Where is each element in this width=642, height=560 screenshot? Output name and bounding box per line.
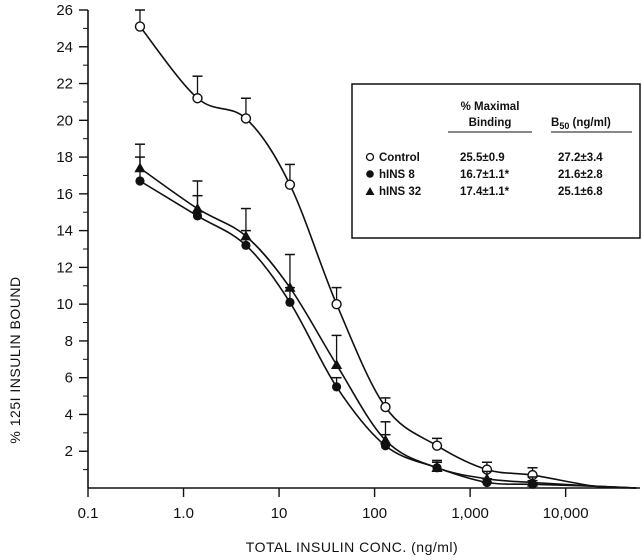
- x-tick-label: 10: [271, 505, 288, 522]
- y-tick-label: 4: [65, 406, 73, 423]
- point-control: [134, 21, 146, 32]
- point-control: [380, 401, 391, 413]
- legend-row-control: Control 25.5±0.9 27.2±3.4: [365, 152, 603, 164]
- y-tick-label: 6: [65, 370, 73, 387]
- y-tick-label: 20: [56, 112, 73, 129]
- legend-header-b50-unit: (ng/ml): [569, 117, 611, 129]
- point-hins-32: [240, 230, 252, 241]
- fit-curve-hins-8: [139, 180, 637, 489]
- point-control: [431, 440, 443, 451]
- point-hins-32: [379, 434, 392, 445]
- legend-header-b50: B50 (ng/ml): [551, 117, 611, 131]
- point-hins-8: [135, 176, 145, 186]
- point-hins-32: [431, 462, 443, 472]
- y-tick-label: 12: [56, 259, 73, 276]
- y-tick-label: 2: [65, 443, 73, 460]
- legend-header-b50-main: B: [551, 117, 559, 129]
- x-tick-label: 1.0: [173, 505, 194, 522]
- legend-row-maximal: 25.5±0.9: [460, 152, 505, 164]
- filled-circle-marker-icon: [366, 170, 374, 178]
- legend-row-name: hINS 8: [379, 169, 415, 181]
- legend-row-b50: 25.1±6.8: [558, 186, 603, 198]
- point-hins-32: [481, 473, 493, 484]
- point-hins-8: [285, 297, 295, 307]
- point-control: [240, 113, 252, 124]
- point-hins-32: [526, 476, 539, 487]
- x-axis-title: TOTAL INSULIN CONC. (ng/ml): [246, 539, 458, 555]
- point-hins-8: [331, 382, 342, 392]
- y-tick-label: 14: [56, 223, 73, 240]
- legend-header-b50-sub: 50: [559, 121, 569, 131]
- legend-box: [351, 83, 641, 239]
- fit-curve-hins-32: [139, 167, 637, 489]
- x-tick-label: 1,000: [451, 505, 489, 522]
- y-tick-label: 24: [56, 39, 73, 56]
- y-axis-title: % 125I INSULIN BOUND: [7, 276, 23, 443]
- data-points: [134, 9, 539, 489]
- point-hins-32: [191, 202, 204, 213]
- x-tick-label: 0.1: [78, 505, 99, 522]
- legend-table: % Maximal Binding B50 (ng/ml) Control 25…: [351, 83, 641, 239]
- legend-row-name: Control: [379, 152, 420, 164]
- point-control: [284, 179, 296, 190]
- x-tick-label: 100: [362, 505, 387, 522]
- point-control: [331, 298, 342, 310]
- y-tick-label: 18: [56, 149, 73, 166]
- y-tick-label: 10: [56, 296, 73, 313]
- y-tick-label: 16: [56, 186, 73, 203]
- legend-row-maximal: 16.7±1.1*: [460, 169, 510, 181]
- point-hins-32: [284, 282, 296, 292]
- legend-header-binding: Binding: [469, 117, 512, 129]
- point-hins-32: [134, 162, 146, 173]
- point-hins-8: [241, 240, 251, 250]
- legend-row-b50: 27.2±3.4: [558, 152, 603, 164]
- y-tick-label: 8: [65, 333, 73, 350]
- legend-row-maximal: 17.4±1.1*: [460, 186, 510, 198]
- legend-row-name: hINS 32: [379, 186, 421, 198]
- point-control: [192, 93, 203, 104]
- point-hins-8: [192, 211, 203, 221]
- open-circle-marker-icon: [365, 152, 375, 162]
- y-tick-label: 26: [56, 2, 73, 19]
- filled-triangle-marker-icon: [365, 187, 375, 195]
- legend-row-hins32: hINS 32 17.4±1.1* 25.1±6.8: [365, 186, 603, 198]
- legend-row-b50: 21.6±2.8: [558, 169, 603, 181]
- legend-header-maximal: % Maximal: [461, 101, 520, 113]
- x-tick-label: 10,000: [543, 505, 589, 522]
- point-hins-32: [330, 359, 343, 370]
- y-tick-label: 22: [56, 76, 73, 93]
- legend-row-hins8: hINS 8 16.7±1.1* 21.6±2.8: [366, 169, 603, 181]
